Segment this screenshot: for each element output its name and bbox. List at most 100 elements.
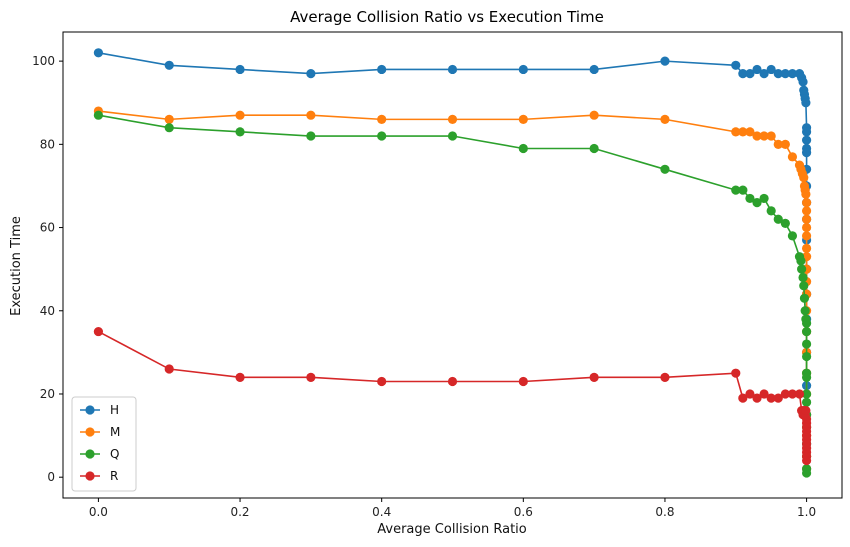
data-point <box>306 372 316 382</box>
legend-item: M <box>80 425 120 439</box>
data-point <box>801 214 812 224</box>
data-point <box>766 206 776 216</box>
data-point <box>800 306 810 316</box>
data-point <box>745 69 755 79</box>
data-point <box>93 326 104 337</box>
data-point <box>801 339 812 349</box>
data-point <box>780 389 790 399</box>
data-point <box>447 376 458 387</box>
data-point <box>589 64 599 75</box>
legend-label: H <box>110 403 119 417</box>
data-point <box>660 56 670 66</box>
legend-label: R <box>110 469 118 483</box>
data-point <box>377 64 387 75</box>
data-point <box>780 218 790 228</box>
data-point <box>738 185 748 195</box>
data-point <box>738 393 748 403</box>
data-point <box>164 60 174 70</box>
plot-frame <box>62 31 843 499</box>
data-point <box>787 69 798 79</box>
data-point <box>164 114 174 124</box>
y-tick-label: 40 <box>40 304 55 318</box>
data-point <box>93 110 104 120</box>
legend-swatch-marker <box>85 471 95 481</box>
data-point <box>801 406 811 416</box>
series-M <box>93 106 812 474</box>
data-point <box>801 148 812 158</box>
series-R <box>93 326 812 466</box>
data-point <box>164 364 174 374</box>
data-point <box>752 131 762 141</box>
data-point <box>801 189 811 199</box>
data-point <box>801 397 812 407</box>
data-point <box>773 69 783 79</box>
legend-item: Q <box>80 447 119 461</box>
data-point <box>731 185 741 195</box>
legend-label: Q <box>110 447 119 461</box>
data-point <box>377 131 387 141</box>
data-point <box>447 114 458 124</box>
data-point <box>731 127 741 137</box>
y-tick-label: 80 <box>40 137 55 151</box>
data-point <box>660 114 670 124</box>
data-point <box>801 372 812 382</box>
plot-area <box>93 48 812 478</box>
data-point <box>235 372 245 382</box>
data-point <box>780 139 790 149</box>
data-point <box>235 64 245 75</box>
legend-swatch-marker <box>85 427 95 437</box>
data-point <box>660 164 670 174</box>
data-point <box>799 293 810 303</box>
data-point <box>759 131 769 141</box>
y-tick-label: 20 <box>40 387 55 401</box>
data-point <box>738 69 748 79</box>
data-point <box>766 131 776 141</box>
series-line <box>98 330 808 461</box>
data-point <box>731 60 741 70</box>
data-point <box>759 389 769 399</box>
data-point <box>745 193 755 204</box>
y-axis-title: Execution Time <box>9 216 24 316</box>
legend-item: H <box>80 403 119 417</box>
x-tick-label: 0.2 <box>230 505 249 519</box>
data-point <box>799 281 809 291</box>
legend-label: M <box>110 425 120 439</box>
data-point <box>801 197 812 208</box>
data-point <box>773 214 783 224</box>
data-point <box>787 231 798 241</box>
data-point <box>773 393 783 403</box>
data-point <box>801 222 812 233</box>
data-point <box>752 197 762 208</box>
data-point <box>801 326 812 337</box>
data-point <box>766 393 776 403</box>
data-point <box>306 131 316 141</box>
series-line <box>98 110 808 469</box>
data-point <box>235 127 245 137</box>
data-point <box>518 64 528 75</box>
data-point <box>801 243 812 253</box>
data-point <box>447 64 458 75</box>
y-tick-label: 60 <box>40 221 55 235</box>
x-axis-title: Average Collision Ratio <box>377 522 527 537</box>
data-point <box>589 372 599 382</box>
data-point <box>801 98 811 108</box>
data-point <box>660 372 670 382</box>
data-point <box>801 468 812 478</box>
data-point <box>589 110 599 120</box>
data-point <box>801 351 812 362</box>
data-point <box>306 110 316 120</box>
data-point <box>801 135 812 145</box>
data-point <box>780 69 790 79</box>
data-point <box>447 131 458 141</box>
legend-swatch-marker <box>85 449 95 459</box>
x-tick-label: 0.8 <box>655 505 674 519</box>
data-point <box>801 318 812 328</box>
data-point <box>93 48 104 58</box>
data-point <box>796 256 806 266</box>
data-point <box>752 64 762 75</box>
data-point <box>787 389 798 399</box>
data-point <box>518 143 528 154</box>
data-point <box>801 231 812 241</box>
data-point <box>766 64 776 75</box>
